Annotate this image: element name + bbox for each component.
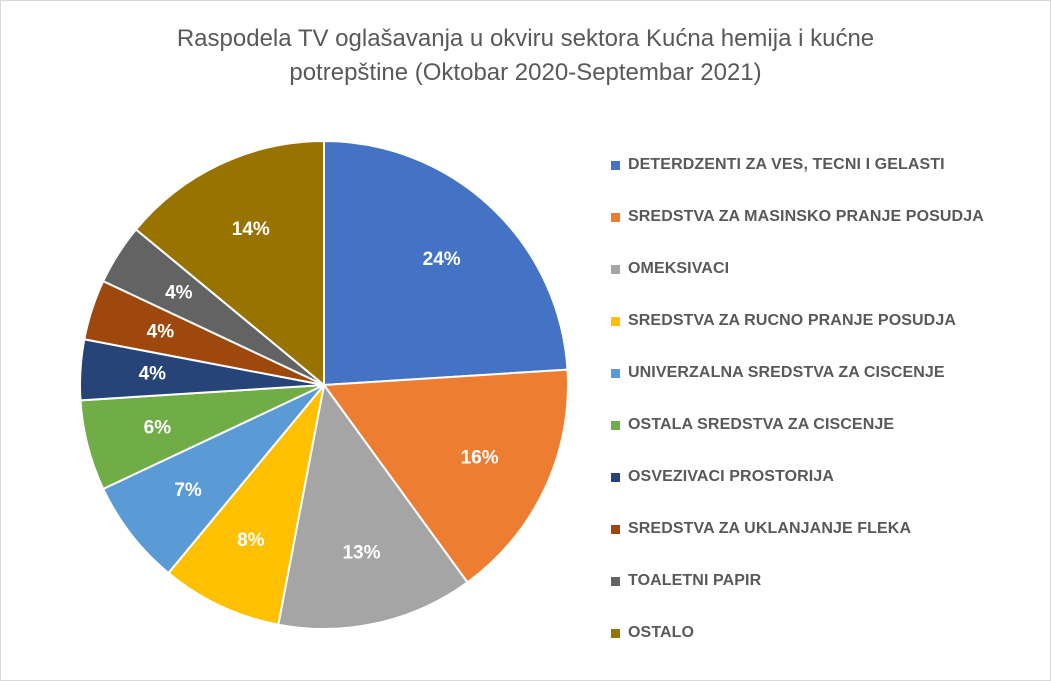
data-label-7: 4%: [139, 364, 167, 385]
legend-label-7: OSVEZIVACI PROSTORIJA: [628, 468, 834, 485]
data-label-8: 4%: [147, 321, 175, 342]
legend-label-6: OSTALA SREDSTVA ZA CISCENJE: [628, 416, 895, 433]
legend-item-5[interactable]: UNIVERZALNA SREDSTVA ZA CISCENJE: [611, 347, 1041, 399]
pie-slice-1[interactable]: [323, 139, 569, 387]
legend-label-8: SREDSTVA ZA UKLANJANJE FLEKA: [628, 520, 912, 537]
legend-item-1[interactable]: DETERDZENTI ZA VES, TECNI I GELASTI: [611, 139, 1041, 191]
pie-slice-10[interactable]: [134, 139, 325, 388]
legend-item-7[interactable]: OSVEZIVACI PROSTORIJA: [611, 451, 1041, 503]
pie-slice-3[interactable]: [277, 382, 469, 630]
legend-swatch-6: [611, 420, 620, 430]
data-label-2: 16%: [461, 448, 499, 469]
data-label-10: 14%: [232, 219, 270, 240]
legend-swatch-3: [611, 264, 620, 274]
data-label-5: 7%: [174, 480, 202, 501]
legend-label-10: OSTALO: [628, 624, 695, 641]
legend-swatch-10: [611, 628, 620, 638]
legend-swatch-9: [611, 576, 620, 586]
legend-item-8[interactable]: SREDSTVA ZA UKLANJANJE FLEKA: [611, 503, 1041, 555]
chart-title: Raspodela TV oglašavanja u okviru sektor…: [0, 22, 1051, 90]
legend-item-10[interactable]: OSTALO: [611, 607, 1041, 659]
legend-label-3: OMEKSIVACI: [628, 260, 730, 277]
legend-item-9[interactable]: TOALETNI PAPIR: [611, 555, 1041, 607]
legend-label-1: DETERDZENTI ZA VES, TECNI I GELASTI: [628, 156, 945, 173]
legend-label-2: SREDSTVA ZA MASINSKO PRANJE POSUDJA: [628, 208, 984, 225]
data-label-4: 8%: [237, 530, 265, 551]
legend-item-4[interactable]: SREDSTVA ZA RUCNO PRANJE POSUDJA: [611, 295, 1041, 347]
pie-slice-5[interactable]: [101, 384, 325, 575]
data-label-1: 24%: [423, 249, 461, 270]
legend-item-6[interactable]: OSTALA SREDSTVA ZA CISCENJE: [611, 399, 1041, 451]
legend-label-9: TOALETNI PAPIR: [628, 572, 762, 589]
legend-swatch-5: [611, 368, 620, 378]
chart-title-line-2: potrepštine (Oktobar 2020-Septembar 2021…: [289, 59, 762, 86]
legend-item-3[interactable]: OMEKSIVACI: [611, 243, 1041, 295]
pie-slice-2[interactable]: [322, 368, 569, 584]
legend: DETERDZENTI ZA VES, TECNI I GELASTI SREDS…: [611, 139, 1041, 659]
legend-swatch-8: [611, 524, 620, 534]
legend-label-4: SREDSTVA ZA RUCNO PRANJE POSUDJA: [628, 312, 956, 329]
legend-swatch-4: [611, 316, 620, 326]
pie-slice-4[interactable]: [167, 384, 325, 626]
legend-label-5: UNIVERZALNA SREDSTVA ZA CISCENJE: [628, 364, 945, 381]
chart-title-line-1: Raspodela TV oglašavanja u okviru sektor…: [176, 25, 875, 52]
legend-item-2[interactable]: SREDSTVA ZA MASINSKO PRANJE POSUDJA: [611, 191, 1041, 243]
legend-swatch-1: [611, 160, 620, 170]
data-label-3: 13%: [342, 542, 380, 563]
data-label-6: 6%: [144, 417, 172, 438]
legend-swatch-2: [611, 212, 620, 222]
data-label-9: 4%: [165, 282, 193, 303]
legend-swatch-7: [611, 472, 620, 482]
